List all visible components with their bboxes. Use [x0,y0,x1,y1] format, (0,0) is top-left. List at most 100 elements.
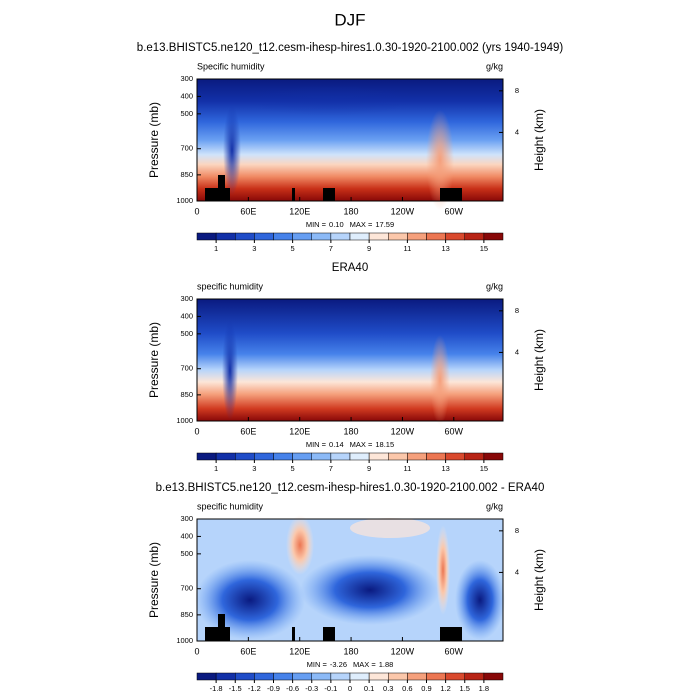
y2-tick-label: 8 [515,306,519,315]
y-axis-label: Pressure (mb) [147,542,161,618]
colorbar-box [407,232,427,241]
x-tick-label: 60E [240,206,256,216]
field-2 [197,299,503,425]
colorbar-label: 11 [403,464,411,473]
colorbar-label: 0.3 [383,684,393,693]
colorbar-label: -0.6 [286,684,299,693]
y-tick-label: 400 [180,91,193,100]
field-1 [197,79,503,210]
y-tick-label: 700 [180,144,193,153]
y2-tick-label: 4 [515,347,519,356]
x-tick-label: 60E [240,646,256,656]
x-tick-label: 120E [289,646,310,656]
subtitle-right: g/kg [486,61,503,71]
colorbar-label: 1 [214,464,218,473]
y-tick-label: 400 [180,531,193,540]
subtitle-right: g/kg [486,501,503,511]
stats: MIN = 0.10 MAX = 17.59 [306,220,394,229]
y2-tick-label: 8 [515,86,519,95]
x-tick-label: 0 [194,646,199,656]
colorbar-label: 3 [252,464,256,473]
x-tick-label: 0 [194,426,199,436]
y2-tick-label: 4 [515,567,519,576]
colorbar-box [330,452,351,461]
colorbar-label: 1.5 [460,684,470,693]
colorbar-box [483,452,504,461]
y-axis-label: Pressure (mb) [147,322,161,398]
figure-title: DJF [334,10,365,29]
colorbar-box [388,672,408,681]
y-tick-label: 850 [180,390,193,399]
colorbar-label: 5 [291,464,295,473]
colorbar-label: 9 [367,244,371,253]
colorbar-label: 1.2 [440,684,450,693]
colorbar-label: 1 [214,244,218,253]
colorbar-box [368,672,389,681]
colorbar-label: 9 [367,464,371,473]
y2-axis-label: Height (km) [532,329,546,391]
x-tick-label: 120E [289,426,310,436]
colorbar-box [445,452,465,461]
colorbar-label: 0 [348,684,352,693]
colorbar-box [464,672,485,681]
plot-frame [196,518,504,642]
colorbar-label: 1.8 [479,684,489,693]
stats-part: 0.14 [329,440,344,449]
colorbar-box [196,232,217,241]
panel-title: ERA40 [332,262,368,274]
colorbar-box [215,232,236,241]
colorbar-box [349,232,370,241]
colorbar-label: 13 [441,464,449,473]
colorbar-label: 0.9 [421,684,431,693]
y-tick-label: 700 [180,584,193,593]
colorbar-label: 13 [441,244,449,253]
stats-part: 18.15 [375,440,394,449]
y-tick-label: 1000 [176,636,193,645]
colorbar-box [311,232,332,241]
colorbar-box [426,672,446,681]
colorbar-label: 0.1 [364,684,374,693]
stats-part: MAX = [350,440,373,449]
colorbar-box [407,452,427,461]
subtitle-left: specific humidity [197,281,264,291]
x-tick-label: 0 [194,206,199,216]
x-tick-label: 60W [445,206,464,216]
colorbar-box [464,232,485,241]
colorbar-box [368,452,389,461]
y-tick-label: 300 [180,514,193,523]
colorbar-box [254,452,274,461]
colorbar-box [273,452,293,461]
colorbar-box [292,452,312,461]
stats-part: MIN = [307,660,328,669]
stats-part: MAX = [353,660,376,669]
colorbar-box [215,452,236,461]
plot-frame [196,298,504,422]
y2-tick-label: 8 [515,526,519,535]
y2-axis-label: Height (km) [532,109,546,171]
x-tick-label: 120W [391,426,415,436]
y-tick-label: 300 [180,294,193,303]
stats-part: -3.26 [330,660,347,669]
colorbar-label: 7 [329,244,333,253]
colorbar-box [388,232,408,241]
colorbar-box [254,232,274,241]
x-tick-label: 120E [289,206,310,216]
colorbar-label: 11 [403,244,411,253]
x-tick-label: 180 [344,646,359,656]
y-tick-label: 850 [180,610,193,619]
colorbar-box [483,672,504,681]
y2-axis-label: Height (km) [532,549,546,611]
colorbar-box [254,672,274,681]
y-tick-label: 850 [180,170,193,179]
y-tick-label: 500 [180,329,193,338]
colorbar-box [292,232,312,241]
colorbar-box [215,672,236,681]
plot-frame [196,78,504,202]
colorbar-box [349,672,370,681]
x-tick-label: 180 [344,426,359,436]
colorbar-box [235,452,255,461]
colorbar-box [464,452,485,461]
colorbar-label: -0.1 [324,684,337,693]
x-tick-label: 60W [445,426,464,436]
